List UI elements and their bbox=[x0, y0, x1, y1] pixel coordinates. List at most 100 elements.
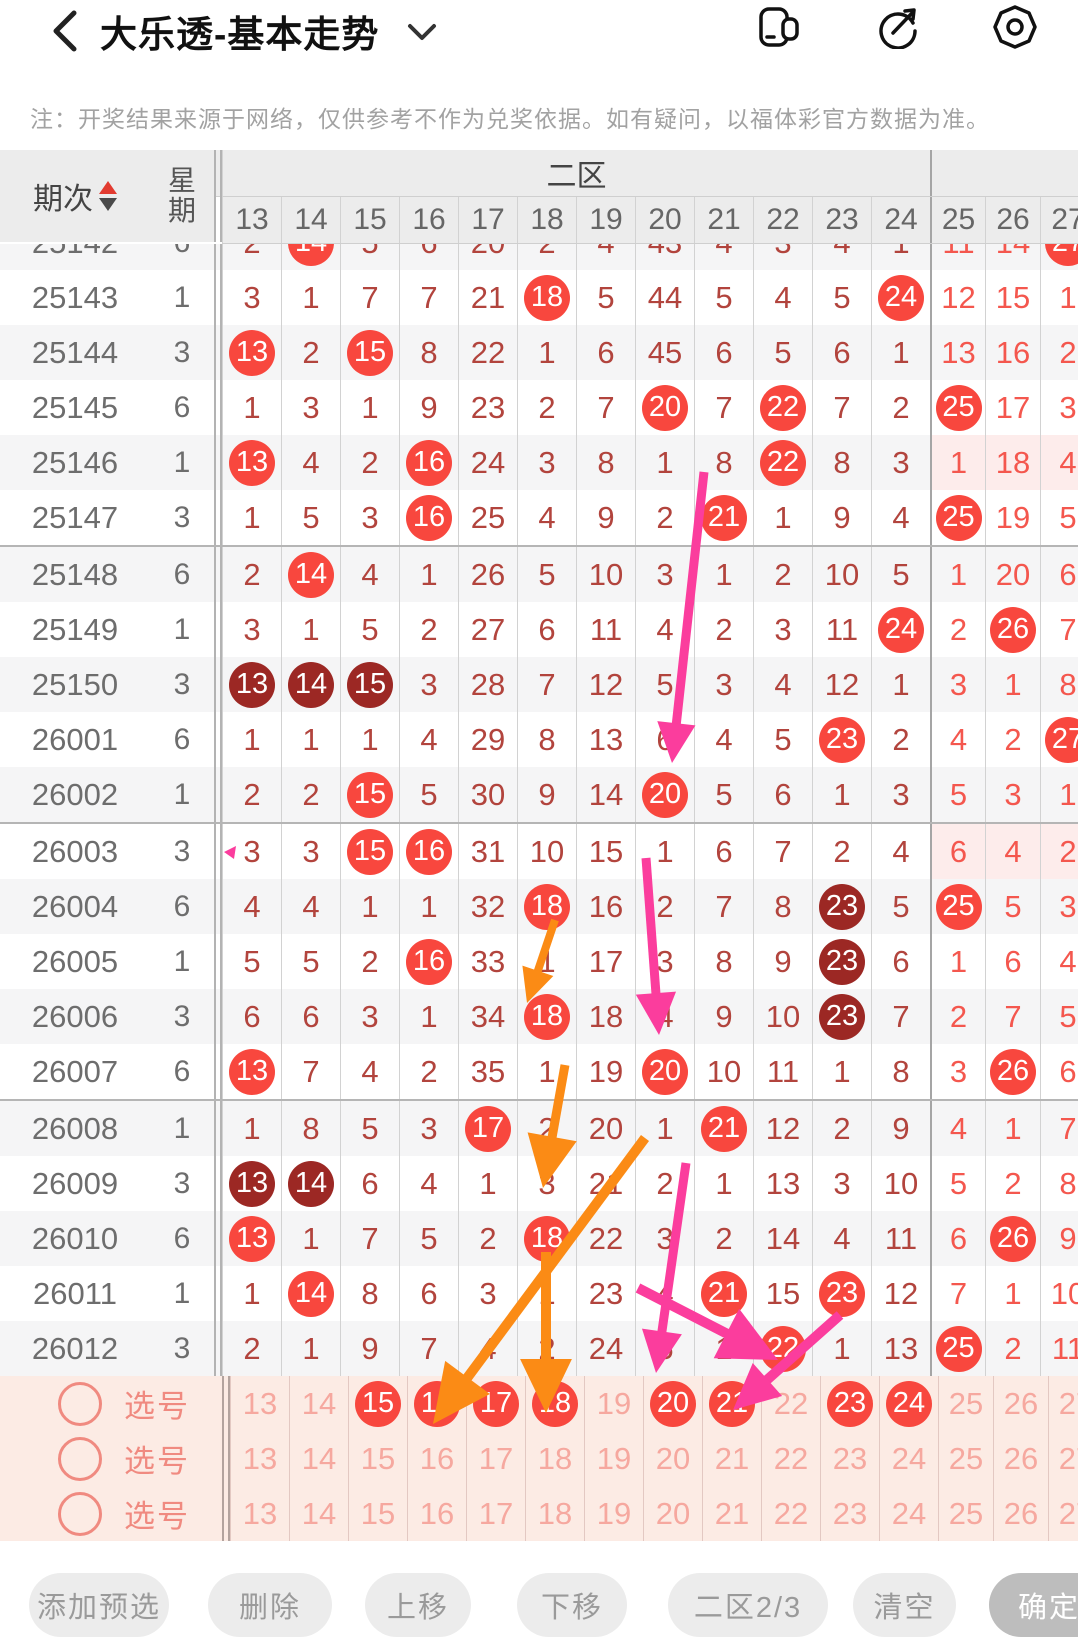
column-divider bbox=[214, 934, 222, 989]
trend-cell: 2 bbox=[871, 712, 930, 767]
weekday-cell: 3 bbox=[173, 1331, 191, 1365]
miss-count: 3 bbox=[949, 666, 968, 702]
pick-cell-23[interactable]: 23 bbox=[820, 1431, 879, 1486]
trend-cell: 3 bbox=[635, 934, 694, 989]
hit-ball-red: 16 bbox=[406, 828, 452, 875]
toolbar-button-3[interactable]: 上移 bbox=[365, 1573, 471, 1637]
pick-cell-19[interactable]: 19 bbox=[584, 1431, 643, 1486]
pick-cell-22[interactable]: 22 bbox=[761, 1486, 820, 1541]
trend-cell: 3 bbox=[753, 244, 812, 270]
period-cell: 26005 bbox=[31, 943, 119, 979]
hit-ball-red: 13 bbox=[229, 1215, 275, 1262]
miss-count: 1 bbox=[892, 334, 910, 370]
pick-cell-17[interactable]: 17 bbox=[466, 1376, 525, 1431]
miss-count: 3 bbox=[243, 279, 261, 315]
pick-cell-14[interactable]: 14 bbox=[289, 1431, 348, 1486]
pick-cell-25[interactable]: 25 bbox=[938, 1376, 993, 1431]
miss-count: 9 bbox=[361, 1330, 379, 1366]
miss-count: 1 bbox=[656, 1110, 674, 1146]
trend-cell: 1 bbox=[222, 712, 281, 767]
trend-cell: 2 bbox=[871, 380, 930, 435]
pick-cell-14[interactable]: 14 bbox=[289, 1486, 348, 1541]
pick-radio[interactable] bbox=[58, 1381, 102, 1426]
pick-cell-27[interactable]: 27 bbox=[1048, 1486, 1078, 1541]
pick-cell-24[interactable]: 24 bbox=[879, 1486, 938, 1541]
back-button[interactable] bbox=[30, 6, 100, 56]
hit-ball-red: 24 bbox=[878, 274, 924, 321]
toolbar-button-5[interactable]: 二区2/3 bbox=[668, 1573, 828, 1637]
period-sort-header[interactable]: 期次 bbox=[0, 150, 150, 242]
clipped-row: 25142 6 214562024434341111427 bbox=[0, 244, 1078, 270]
pick-cell-27[interactable]: 27 bbox=[1048, 1431, 1078, 1486]
trend-cell: 45 bbox=[635, 325, 694, 380]
pick-cell-17[interactable]: 17 bbox=[466, 1486, 525, 1541]
miss-count: 5 bbox=[420, 776, 438, 812]
contact-button[interactable] bbox=[992, 4, 1038, 50]
share-button[interactable] bbox=[874, 4, 920, 50]
trend-cell: 4 bbox=[576, 244, 635, 270]
pick-cell-22[interactable]: 22 bbox=[761, 1431, 820, 1486]
pick-cell-22[interactable]: 22 bbox=[761, 1376, 820, 1431]
pick-radio[interactable] bbox=[58, 1436, 102, 1481]
pick-cell-16[interactable]: 16 bbox=[407, 1431, 466, 1486]
pick-cell-21[interactable]: 21 bbox=[702, 1431, 761, 1486]
pick-cell-13[interactable]: 13 bbox=[230, 1376, 289, 1431]
miss-count: 3 bbox=[361, 499, 379, 535]
hit-ball-dark: 15 bbox=[347, 661, 393, 708]
pick-cell-23[interactable]: 23 bbox=[820, 1376, 879, 1431]
pick-radio[interactable] bbox=[58, 1491, 102, 1536]
pick-cell-14[interactable]: 14 bbox=[289, 1376, 348, 1431]
title-dropdown[interactable] bbox=[407, 23, 437, 48]
miss-count: 2 bbox=[774, 556, 792, 592]
pick-cell-13[interactable]: 13 bbox=[230, 1486, 289, 1541]
pick-cell-18[interactable]: 18 bbox=[525, 1431, 584, 1486]
toolbar-button-6[interactable]: 清空 bbox=[853, 1573, 956, 1637]
pick-cell-18[interactable]: 18 bbox=[525, 1376, 584, 1431]
trend-cell: 1 bbox=[517, 1266, 576, 1321]
hit-ball-red: 23 bbox=[819, 1270, 865, 1317]
pick-cell-20[interactable]: 20 bbox=[643, 1376, 702, 1431]
pick-cell-21[interactable]: 21 bbox=[702, 1486, 761, 1541]
chevron-left-icon bbox=[53, 10, 77, 52]
pick-cell-18[interactable]: 18 bbox=[525, 1486, 584, 1541]
pick-cell-19[interactable]: 19 bbox=[584, 1486, 643, 1541]
pick-cell-25[interactable]: 25 bbox=[938, 1486, 993, 1541]
pick-cell-21[interactable]: 21 bbox=[702, 1376, 761, 1431]
pick-cell-20[interactable]: 20 bbox=[643, 1486, 702, 1541]
trend-cell: 9 bbox=[1040, 1211, 1078, 1266]
pick-cell-26[interactable]: 26 bbox=[993, 1431, 1048, 1486]
trend-cell: 24 bbox=[458, 435, 517, 490]
trend-cell: 8 bbox=[871, 1044, 930, 1099]
trend-cell: 9 bbox=[694, 989, 753, 1044]
pick-cell-16[interactable]: 16 bbox=[407, 1376, 466, 1431]
pick-cell-13[interactable]: 13 bbox=[230, 1431, 289, 1486]
pick-cell-15[interactable]: 15 bbox=[348, 1376, 407, 1431]
trend-row-26008: 26008 1 1 8 5 3 17 2 20 1 21 12 2 9 4 1 7 bbox=[0, 1099, 1078, 1156]
pick-cell-26[interactable]: 26 bbox=[993, 1486, 1048, 1541]
miss-count: 5 bbox=[774, 721, 792, 757]
pick-cell-24[interactable]: 24 bbox=[879, 1376, 938, 1431]
pick-cell-26[interactable]: 26 bbox=[993, 1376, 1048, 1431]
trend-cell: 5 bbox=[399, 1211, 458, 1266]
pick-cell-15[interactable]: 15 bbox=[348, 1431, 407, 1486]
pick-cell-19[interactable]: 19 bbox=[584, 1376, 643, 1431]
pick-cell-20[interactable]: 20 bbox=[643, 1431, 702, 1486]
trend-cell: 5 bbox=[340, 602, 399, 657]
pick-cell-24[interactable]: 24 bbox=[879, 1431, 938, 1486]
pick-cell-17[interactable]: 17 bbox=[466, 1431, 525, 1486]
pick-cell-16[interactable]: 16 bbox=[407, 1486, 466, 1541]
trend-row-26007: 26007 6 13 7 4 2 35 1 19 20 10 11 1 8 3 26 6 bbox=[0, 1044, 1078, 1099]
toolbar-button-7[interactable]: 确定 bbox=[989, 1573, 1078, 1637]
toolbar-button-4[interactable]: 下移 bbox=[517, 1573, 627, 1637]
pick-cell-15[interactable]: 15 bbox=[348, 1486, 407, 1541]
pick-cell-25[interactable]: 25 bbox=[938, 1431, 993, 1486]
pick-cell-23[interactable]: 23 bbox=[820, 1486, 879, 1541]
toolbar-button-1[interactable]: 添加预选 bbox=[29, 1573, 169, 1637]
hit-ball-red: 18 bbox=[524, 1215, 570, 1262]
trend-cell: 5 bbox=[1040, 989, 1078, 1044]
floating-window-button[interactable] bbox=[756, 4, 802, 50]
miss-count: 1 bbox=[302, 1220, 320, 1256]
toolbar-button-2[interactable]: 删除 bbox=[208, 1573, 332, 1637]
miss-count: 1 bbox=[420, 888, 438, 924]
pick-cell-27[interactable]: 27 bbox=[1048, 1376, 1078, 1431]
